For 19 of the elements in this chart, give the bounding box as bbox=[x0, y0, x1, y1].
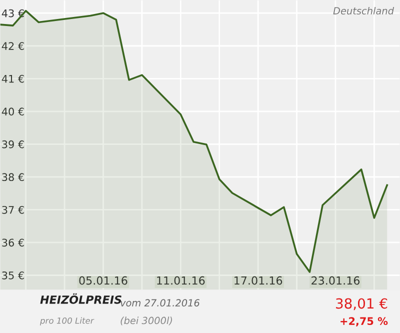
y-tick-label: 42 € bbox=[2, 42, 24, 50]
text: 38,01 € bbox=[336, 298, 388, 310]
y-tick-label: 35 € bbox=[2, 271, 24, 280]
x-tick-label: 23.01.16 bbox=[312, 276, 360, 285]
y-tick-label: 38 € bbox=[2, 173, 24, 182]
text: vom 27.01.2016 bbox=[120, 299, 200, 307]
text: pro 100 Liter bbox=[40, 317, 94, 326]
text: (bei 3000l) bbox=[120, 316, 172, 326]
x-tick-label: 17.01.16 bbox=[234, 276, 282, 285]
y-tick-label: 41 € bbox=[2, 74, 24, 83]
y-tick-label: 39 € bbox=[2, 140, 24, 148]
text: +2,75 % bbox=[340, 317, 388, 326]
x-tick-label: 11.01.16 bbox=[157, 276, 205, 285]
y-tick-label: 40 € bbox=[2, 108, 24, 116]
y-tick-label: 37 € bbox=[2, 206, 24, 214]
text: HEIZÖLPREIS bbox=[40, 293, 122, 304]
y-tick-label: 36 € bbox=[2, 238, 24, 247]
annotation: Deutschland bbox=[333, 6, 394, 14]
x-tick-label: 05.01.16 bbox=[79, 276, 128, 285]
